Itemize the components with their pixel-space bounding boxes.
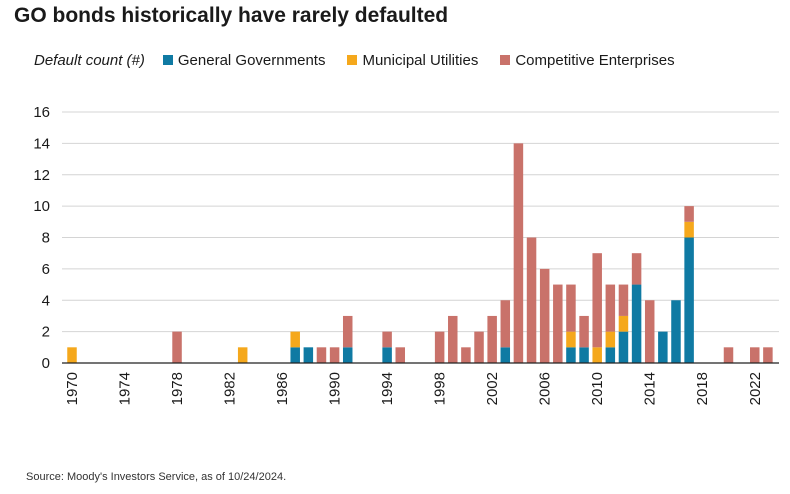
bar-1978-competitive-enterprises [172, 331, 182, 363]
bar-2012-municipal-utilities [618, 315, 629, 332]
legend-entry-competitive-enterprises: Competitive Enterprises [500, 51, 675, 69]
chart-title: GO bonds historically have rarely defaul… [14, 4, 449, 27]
bar-2006-competitive-enterprises [539, 268, 550, 363]
bar-2016-general-governments [671, 300, 681, 363]
y-tick-label: 10 [33, 198, 50, 215]
bar-1988-general-governments [303, 347, 314, 363]
y-axis-ticks: 0 2 4 6 8 10 12 14 16 [33, 104, 50, 372]
legend-label-competitive-enterprises: Competitive Enterprises [515, 51, 675, 69]
bar-2013-competitive-enterprises [631, 253, 642, 285]
bar-2022-competitive-enterprises [750, 347, 760, 363]
x-tick-label: 2018 [694, 372, 711, 405]
bar-1989-competitive-enterprises [316, 347, 327, 363]
bar-2007-competitive-enterprises [553, 284, 563, 363]
bar-2020-competitive-enterprises [723, 347, 734, 363]
legend-label-general-governments: General Governments [177, 51, 326, 69]
x-tick-label: 2014 [642, 372, 659, 405]
gridlines [62, 111, 779, 333]
y-tick-label: 0 [42, 355, 50, 372]
bar-1987-general-governments [290, 347, 300, 363]
bar-2002-competitive-enterprises [487, 315, 497, 363]
bar-1983-municipal-utilities [237, 347, 248, 363]
legend: Default count (#) General Governments Mu… [34, 50, 697, 70]
bar-2015-general-governments [658, 331, 668, 363]
y-axis-label: Default count (#) [34, 51, 145, 69]
y-tick-label: 6 [42, 261, 50, 278]
bar-1999-competitive-enterprises [448, 315, 458, 363]
bar-2011-general-governments [605, 347, 616, 363]
y-tick-label: 16 [33, 104, 50, 121]
bar-2014-competitive-enterprises [644, 300, 655, 363]
legend-entry-general-governments: General Governments [162, 51, 326, 69]
bar-2008-competitive-enterprises [566, 284, 576, 332]
legend-entry-municipal-utilities: Municipal Utilities [347, 52, 478, 69]
x-tick-label: 1970 [64, 372, 81, 405]
x-tick-label: 1974 [117, 372, 134, 405]
bar-1987-municipal-utilities [290, 331, 300, 348]
bar-1990-competitive-enterprises [329, 347, 340, 363]
x-tick-label: 2002 [484, 372, 501, 405]
x-tick-label: 1994 [379, 372, 396, 405]
legend-swatch-general-governments [162, 55, 173, 65]
bar-2013-general-governments [631, 284, 642, 363]
bar-2017-competitive-enterprises [684, 206, 694, 222]
bar-2017-general-governments [684, 237, 694, 363]
bar-2008-municipal-utilities [566, 331, 576, 348]
bar-2009-general-governments [579, 347, 589, 363]
y-tick-label: 14 [33, 135, 50, 152]
bar-2000-competitive-enterprises [461, 347, 471, 363]
bar-2011-municipal-utilities [605, 331, 616, 348]
bar-2004-competitive-enterprises [513, 143, 524, 363]
bar-1998-competitive-enterprises [434, 331, 445, 363]
bar-2003-competitive-enterprises [500, 300, 511, 348]
bar-1991-general-governments [342, 347, 353, 363]
bar-1991-competitive-enterprises [342, 315, 353, 348]
bar-2023-competitive-enterprises [763, 347, 773, 363]
bar-1994-general-governments [382, 347, 392, 363]
x-tick-label: 1982 [222, 372, 239, 405]
x-tick-label: 1998 [432, 372, 449, 405]
bar-2001-competitive-enterprises [474, 331, 484, 363]
y-tick-label: 4 [42, 292, 50, 309]
legend-swatch-municipal-utilities [347, 55, 358, 65]
y-tick-label: 8 [42, 230, 50, 247]
bar-2009-competitive-enterprises [579, 315, 589, 348]
legend-swatch-competitive-enterprises [500, 55, 511, 65]
bars [67, 143, 773, 363]
bar-1994-competitive-enterprises [382, 331, 392, 348]
y-tick-label: 12 [33, 167, 50, 184]
bar-2010-municipal-utilities [592, 347, 602, 363]
source-note: Source: Moody's Investors Service, as of… [26, 471, 287, 483]
bar-2011-competitive-enterprises [605, 284, 616, 332]
bar-2005-competitive-enterprises [526, 237, 537, 363]
x-tick-label: 2022 [747, 372, 764, 405]
y-tick-label: 2 [42, 324, 50, 341]
bar-2017-municipal-utilities [684, 221, 694, 238]
bar-1970-municipal-utilities [67, 347, 77, 363]
bar-2008-general-governments [566, 347, 576, 363]
x-axis-ticks: 1970 1974 1978 1982 1986 1990 1994 1998 2002 2006… [64, 372, 764, 405]
legend-label-municipal-utilities: Municipal Utilities [362, 51, 479, 69]
bar-2010-competitive-enterprises [592, 253, 602, 348]
x-tick-label: 1986 [274, 372, 291, 405]
x-tick-label: 2006 [537, 372, 554, 405]
bar-2012-competitive-enterprises [618, 284, 629, 316]
bar-1995-competitive-enterprises [395, 347, 405, 363]
bar-2003-general-governments [500, 347, 511, 363]
x-tick-label: 1990 [327, 372, 344, 405]
x-tick-label: 1978 [169, 372, 186, 405]
bar-2012-general-governments [618, 331, 629, 363]
x-tick-label: 2010 [589, 372, 606, 405]
